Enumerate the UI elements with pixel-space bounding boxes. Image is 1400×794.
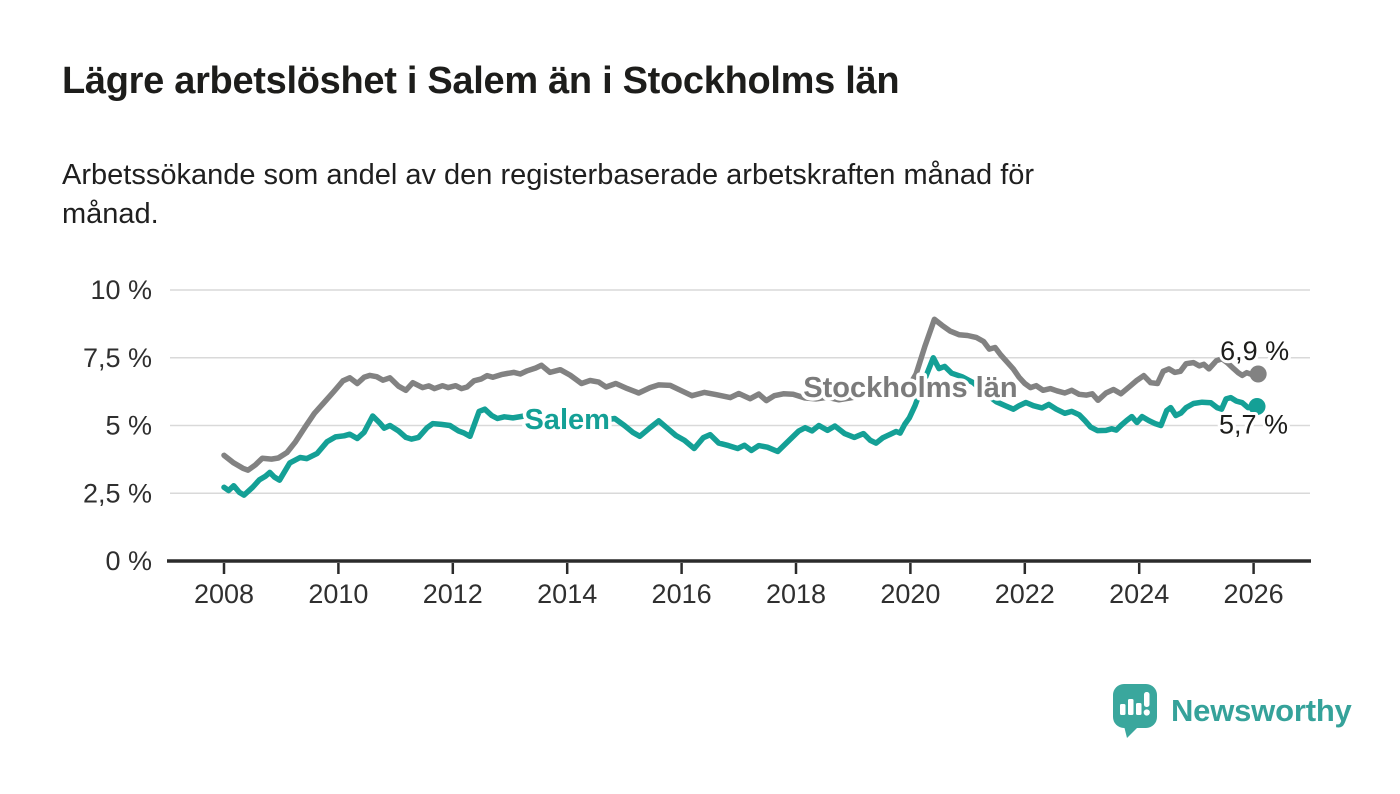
- x-axis-tick-label: 2008: [194, 579, 254, 609]
- x-axis-tick-label: 2014: [537, 579, 597, 609]
- y-axis-tick-label: 2,5 %: [83, 478, 152, 508]
- series-line-stockholms-lan: [221, 316, 1261, 473]
- newsworthy-logo-icon: [1113, 684, 1157, 738]
- series-label: Salem: [524, 404, 609, 436]
- brand-name: Newsworthy: [1171, 692, 1352, 728]
- series-end-dot-salem: [1248, 398, 1266, 416]
- chart-title: Lägre arbetslöshet i Salem än i Stockhol…: [62, 60, 900, 102]
- x-axis-tick-label: 2012: [423, 579, 483, 609]
- series-label: Stockholms län: [803, 372, 1017, 404]
- x-axis-tick-label: 2022: [995, 579, 1055, 609]
- x-axis-tick-label: 2016: [652, 579, 712, 609]
- x-axis-tick-label: 2020: [880, 579, 940, 609]
- y-axis-tick-label: 5 %: [105, 411, 152, 441]
- series-end-value-label: 6,9 %: [1220, 336, 1289, 366]
- x-axis-tick-label: 2018: [766, 579, 826, 609]
- series-end-value-label: 5,7 %: [1219, 410, 1288, 440]
- y-axis-tick-label: 7,5 %: [83, 343, 152, 373]
- newsworthy-brand-link[interactable]: Newsworthy: [1112, 683, 1352, 738]
- y-axis-tick-label: 0 %: [105, 546, 152, 576]
- x-axis-tick-label: 2010: [308, 579, 368, 609]
- x-axis-tick-label: 2026: [1224, 579, 1284, 609]
- y-axis-tick-label: 10 %: [90, 275, 152, 305]
- series-line-salem: [221, 355, 1260, 498]
- x-axis-tick-label: 2024: [1109, 579, 1169, 609]
- series-end-dot-stockholms-lan: [1249, 365, 1267, 383]
- chart-subtitle: Arbetssökande som andel av den registerb…: [62, 156, 1034, 234]
- chart-subtitle-line1: Arbetssökande som andel av den registerb…: [62, 159, 1035, 191]
- chart-subtitle-line2: månad.: [62, 198, 159, 230]
